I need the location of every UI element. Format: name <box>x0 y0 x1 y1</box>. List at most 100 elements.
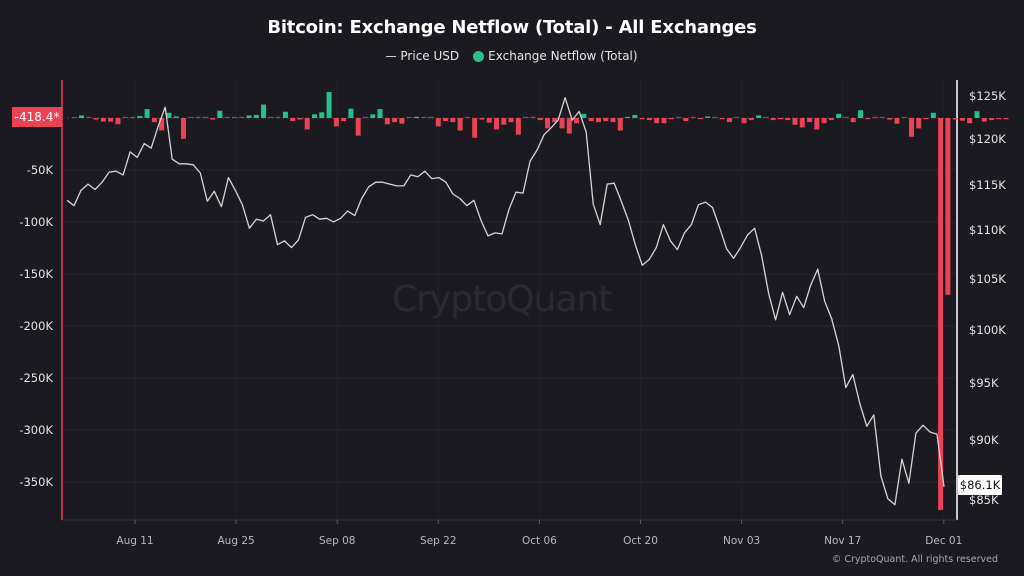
price-line[interactable] <box>66 97 945 506</box>
netflow-bar[interactable] <box>173 116 179 118</box>
legend-item-price[interactable]: Price USD <box>386 49 459 63</box>
netflow-bar[interactable] <box>428 116 434 118</box>
netflow-bar[interactable] <box>384 118 390 125</box>
netflow-bar[interactable] <box>901 116 907 118</box>
netflow-bar[interactable] <box>180 118 186 139</box>
netflow-bar[interactable] <box>566 118 572 134</box>
netflow-bar[interactable] <box>858 110 864 118</box>
netflow-bar[interactable] <box>282 111 288 118</box>
netflow-bar[interactable] <box>872 116 878 118</box>
netflow-bar[interactable] <box>726 118 732 123</box>
netflow-bar[interactable] <box>814 118 820 130</box>
netflow-bar[interactable] <box>195 116 201 118</box>
netflow-bar[interactable] <box>865 118 871 120</box>
netflow-bar[interactable] <box>697 118 703 120</box>
netflow-bar[interactable] <box>996 118 1002 120</box>
netflow-bar[interactable] <box>632 114 638 118</box>
netflow-bar[interactable] <box>559 118 565 129</box>
netflow-bar[interactable] <box>86 116 92 118</box>
netflow-bar[interactable] <box>777 118 783 120</box>
netflow-bar[interactable] <box>312 114 318 118</box>
netflow-bar[interactable] <box>610 118 616 123</box>
netflow-bar[interactable] <box>275 116 281 118</box>
netflow-bar[interactable] <box>676 116 682 118</box>
netflow-bar[interactable] <box>574 118 580 124</box>
netflow-bar[interactable] <box>741 118 747 124</box>
netflow-bar[interactable] <box>377 109 383 118</box>
netflow-bar[interactable] <box>625 116 631 118</box>
netflow-bar[interactable] <box>501 118 507 125</box>
netflow-bar[interactable] <box>239 116 245 118</box>
netflow-bar[interactable] <box>785 118 791 121</box>
netflow-bar[interactable] <box>894 118 900 124</box>
netflow-bar[interactable] <box>246 115 252 118</box>
netflow-bar[interactable] <box>523 116 529 118</box>
netflow-bar[interactable] <box>792 118 798 125</box>
netflow-bar[interactable] <box>603 118 609 122</box>
netflow-bar[interactable] <box>210 118 216 120</box>
netflow-bar[interactable] <box>472 118 478 138</box>
netflow-bar[interactable] <box>530 116 536 118</box>
netflow-bar[interactable] <box>661 118 667 124</box>
netflow-bar[interactable] <box>413 116 419 118</box>
netflow-bar[interactable] <box>479 118 485 120</box>
netflow-bar[interactable] <box>879 116 885 118</box>
netflow-bar[interactable] <box>108 118 114 122</box>
netflow-bar[interactable] <box>122 116 128 118</box>
netflow-bar[interactable] <box>581 113 587 118</box>
netflow-bar[interactable] <box>595 118 601 123</box>
netflow-bar[interactable] <box>79 115 85 118</box>
netflow-bar[interactable] <box>712 116 718 118</box>
netflow-bar[interactable] <box>668 118 674 120</box>
netflow-bar[interactable] <box>297 118 303 120</box>
netflow-bar[interactable] <box>908 118 914 137</box>
netflow-bar[interactable] <box>508 118 514 123</box>
netflow-bar[interactable] <box>290 118 296 122</box>
netflow-bar[interactable] <box>93 118 99 120</box>
netflow-bar[interactable] <box>188 116 194 118</box>
netflow-bar[interactable] <box>952 118 958 120</box>
netflow-bar[interactable] <box>515 118 521 135</box>
netflow-bar[interactable] <box>370 114 376 118</box>
netflow-bar[interactable] <box>450 118 456 123</box>
netflow-bar[interactable] <box>654 118 660 124</box>
netflow-bar[interactable] <box>202 116 208 118</box>
netflow-bar[interactable] <box>217 110 223 118</box>
legend-item-netflow[interactable]: Exchange Netflow (Total) <box>473 49 638 63</box>
netflow-bar[interactable] <box>435 118 441 127</box>
netflow-bar[interactable] <box>464 116 470 118</box>
netflow-bar[interactable] <box>646 118 652 121</box>
netflow-bar[interactable] <box>850 118 856 123</box>
netflow-bar[interactable] <box>392 118 398 123</box>
netflow-bar[interactable] <box>639 118 645 120</box>
netflow-bar[interactable] <box>705 116 711 118</box>
netflow-bar[interactable] <box>362 116 368 118</box>
netflow-bar[interactable] <box>130 116 136 118</box>
netflow-bar[interactable] <box>144 109 150 118</box>
netflow-bar[interactable] <box>341 118 347 122</box>
netflow-bar[interactable] <box>683 118 689 122</box>
netflow-bar[interactable] <box>115 118 121 125</box>
netflow-bar[interactable] <box>756 115 762 118</box>
netflow-bar[interactable] <box>159 118 165 131</box>
netflow-bar[interactable] <box>989 118 995 121</box>
netflow-bar[interactable] <box>770 118 776 121</box>
netflow-bar[interactable] <box>304 118 310 130</box>
netflow-bar[interactable] <box>544 118 550 129</box>
netflow-bar[interactable] <box>690 116 696 118</box>
netflow-bar[interactable] <box>821 118 827 124</box>
netflow-bar[interactable] <box>967 118 973 124</box>
netflow-bar[interactable] <box>71 116 77 118</box>
netflow-bar[interactable] <box>836 113 842 118</box>
netflow-bar[interactable] <box>486 118 492 123</box>
netflow-bar[interactable] <box>923 118 929 120</box>
netflow-bar[interactable] <box>959 118 965 121</box>
netflow-bar[interactable] <box>261 104 267 118</box>
netflow-bar[interactable] <box>617 118 623 131</box>
netflow-bar[interactable] <box>945 118 951 295</box>
netflow-bar[interactable] <box>268 116 274 118</box>
netflow-bar[interactable] <box>231 116 237 118</box>
netflow-bar[interactable] <box>537 118 543 121</box>
netflow-bar[interactable] <box>938 118 944 511</box>
